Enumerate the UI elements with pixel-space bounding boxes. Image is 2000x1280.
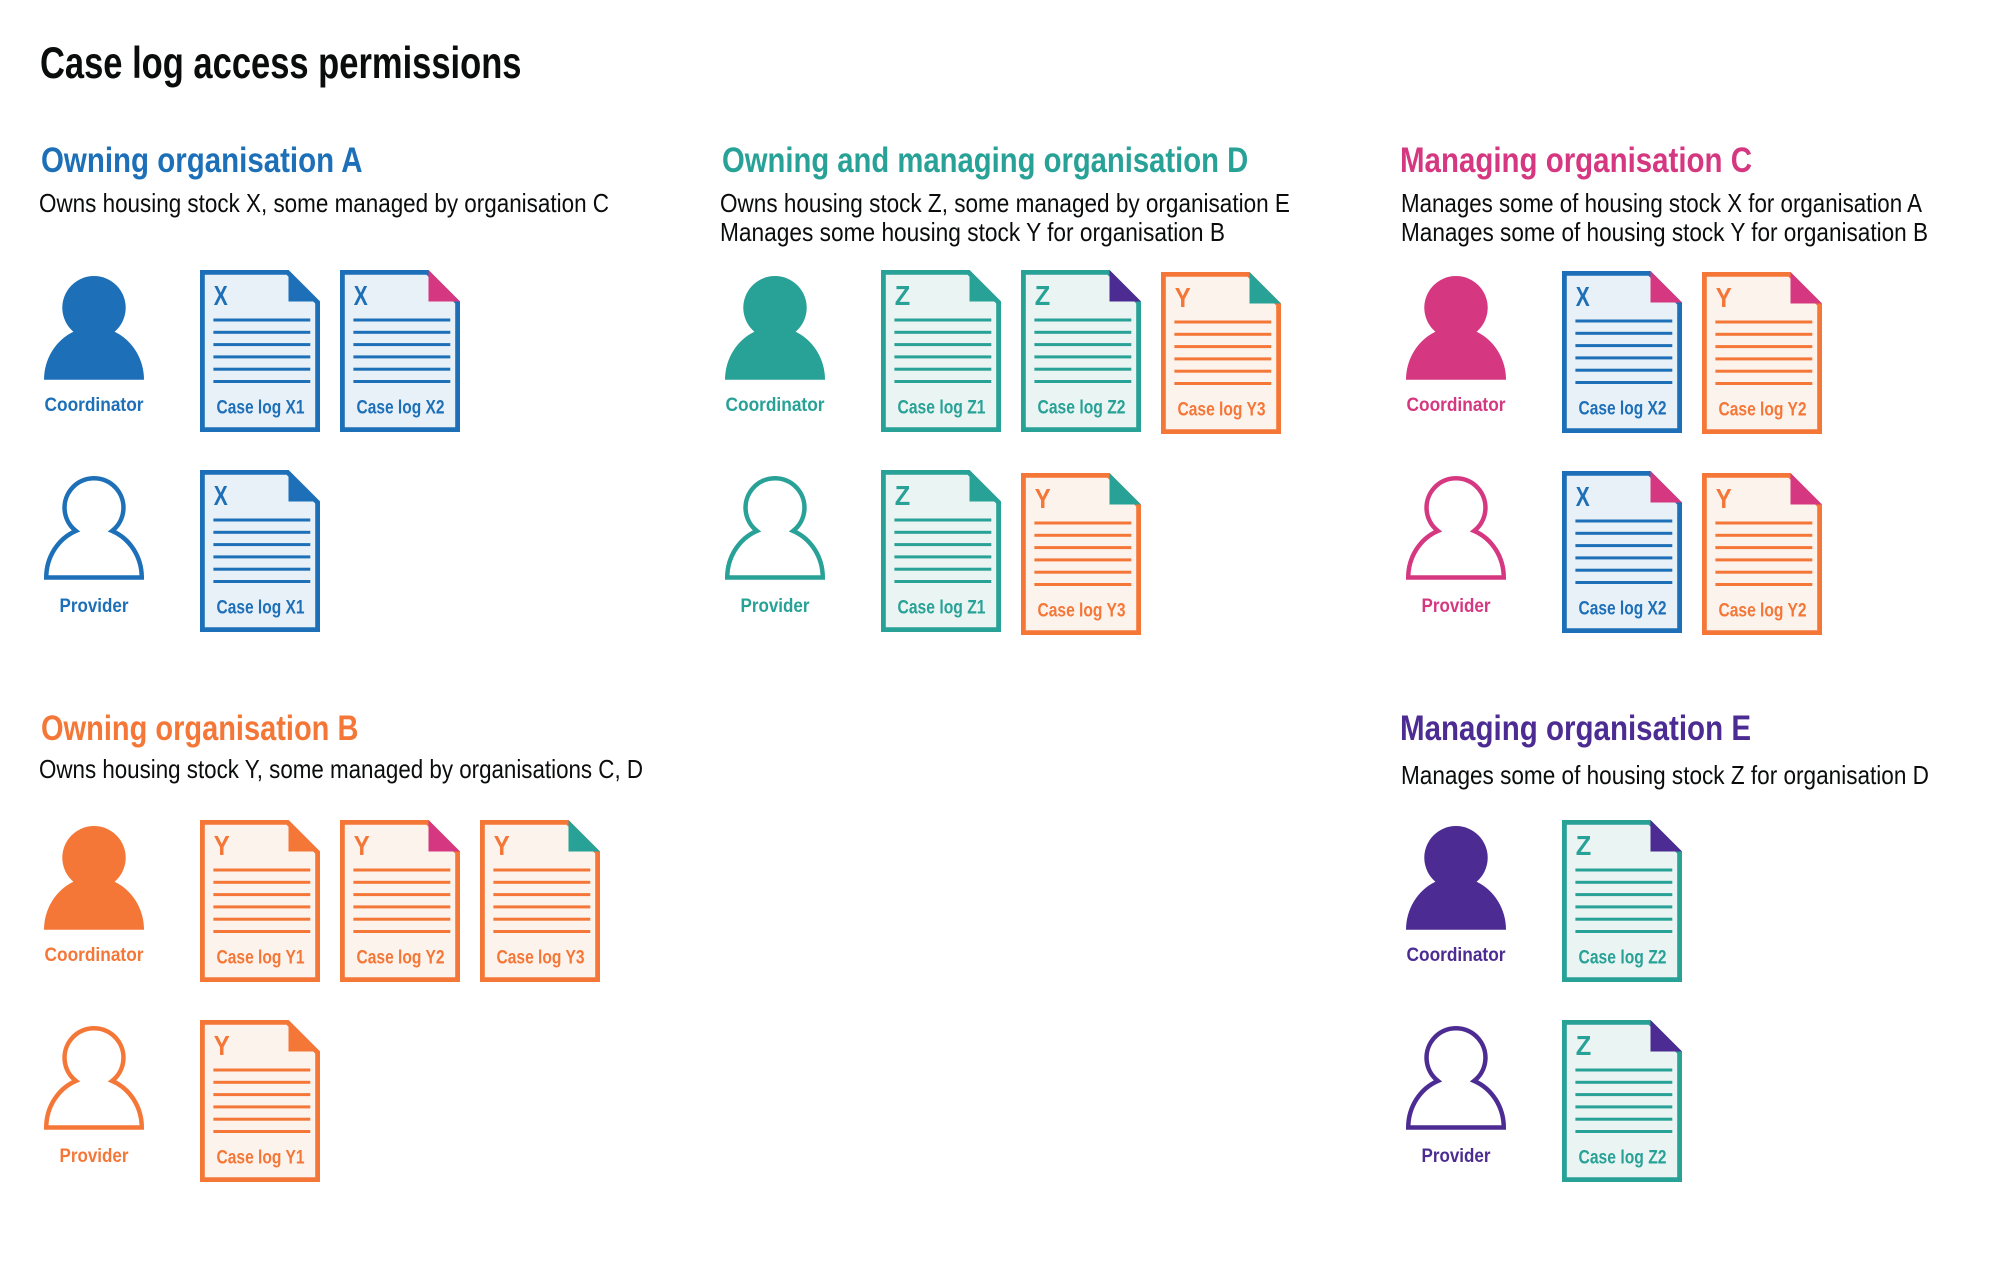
svg-text:Z: Z (894, 280, 910, 311)
svg-text:X: X (1575, 281, 1589, 312)
svg-text:Z: Z (1575, 830, 1591, 861)
svg-text:Y: Y (214, 830, 230, 861)
svg-text:Y: Y (494, 830, 510, 861)
svg-text:X: X (354, 280, 368, 311)
svg-text:Case log Z1: Case log Z1 (897, 597, 985, 619)
svg-text:Case log Z2: Case log Z2 (1037, 396, 1125, 418)
svg-text:Y: Y (354, 830, 370, 861)
svg-text:Case log Y3: Case log Y3 (1177, 399, 1265, 421)
svg-text:Y: Y (1715, 482, 1731, 513)
svg-text:X: X (214, 280, 228, 311)
svg-text:Z: Z (1034, 280, 1050, 311)
svg-text:Case log Y1: Case log Y1 (217, 947, 305, 969)
svg-text:Case log X2: Case log X2 (1578, 598, 1666, 620)
svg-text:Case log Z2: Case log Z2 (1578, 1147, 1666, 1169)
svg-text:Z: Z (894, 480, 910, 511)
svg-text:Y: Y (1174, 282, 1190, 313)
svg-text:Case log Y2: Case log Y2 (1718, 399, 1806, 421)
svg-text:Z: Z (1575, 1030, 1591, 1061)
svg-text:Case log Y1: Case log Y1 (217, 1147, 305, 1169)
svg-text:Case log Y2: Case log Y2 (357, 947, 445, 969)
svg-text:Case log X2: Case log X2 (1578, 397, 1666, 419)
svg-text:Case log Y3: Case log Y3 (497, 947, 585, 969)
svg-text:Case log Z2: Case log Z2 (1578, 947, 1666, 969)
svg-text:X: X (214, 480, 228, 511)
svg-text:Case log X1: Case log X1 (217, 396, 305, 418)
svg-text:Y: Y (214, 1030, 230, 1061)
svg-text:Case log Y2: Case log Y2 (1718, 599, 1806, 621)
svg-text:Y: Y (1034, 482, 1050, 513)
svg-text:X: X (1575, 481, 1589, 512)
svg-text:Case log Y3: Case log Y3 (1037, 599, 1125, 621)
svg-text:Case log Z1: Case log Z1 (897, 396, 985, 418)
svg-text:Case log X1: Case log X1 (217, 597, 305, 619)
svg-text:Y: Y (1715, 282, 1731, 313)
svg-text:Case log X2: Case log X2 (357, 396, 445, 418)
